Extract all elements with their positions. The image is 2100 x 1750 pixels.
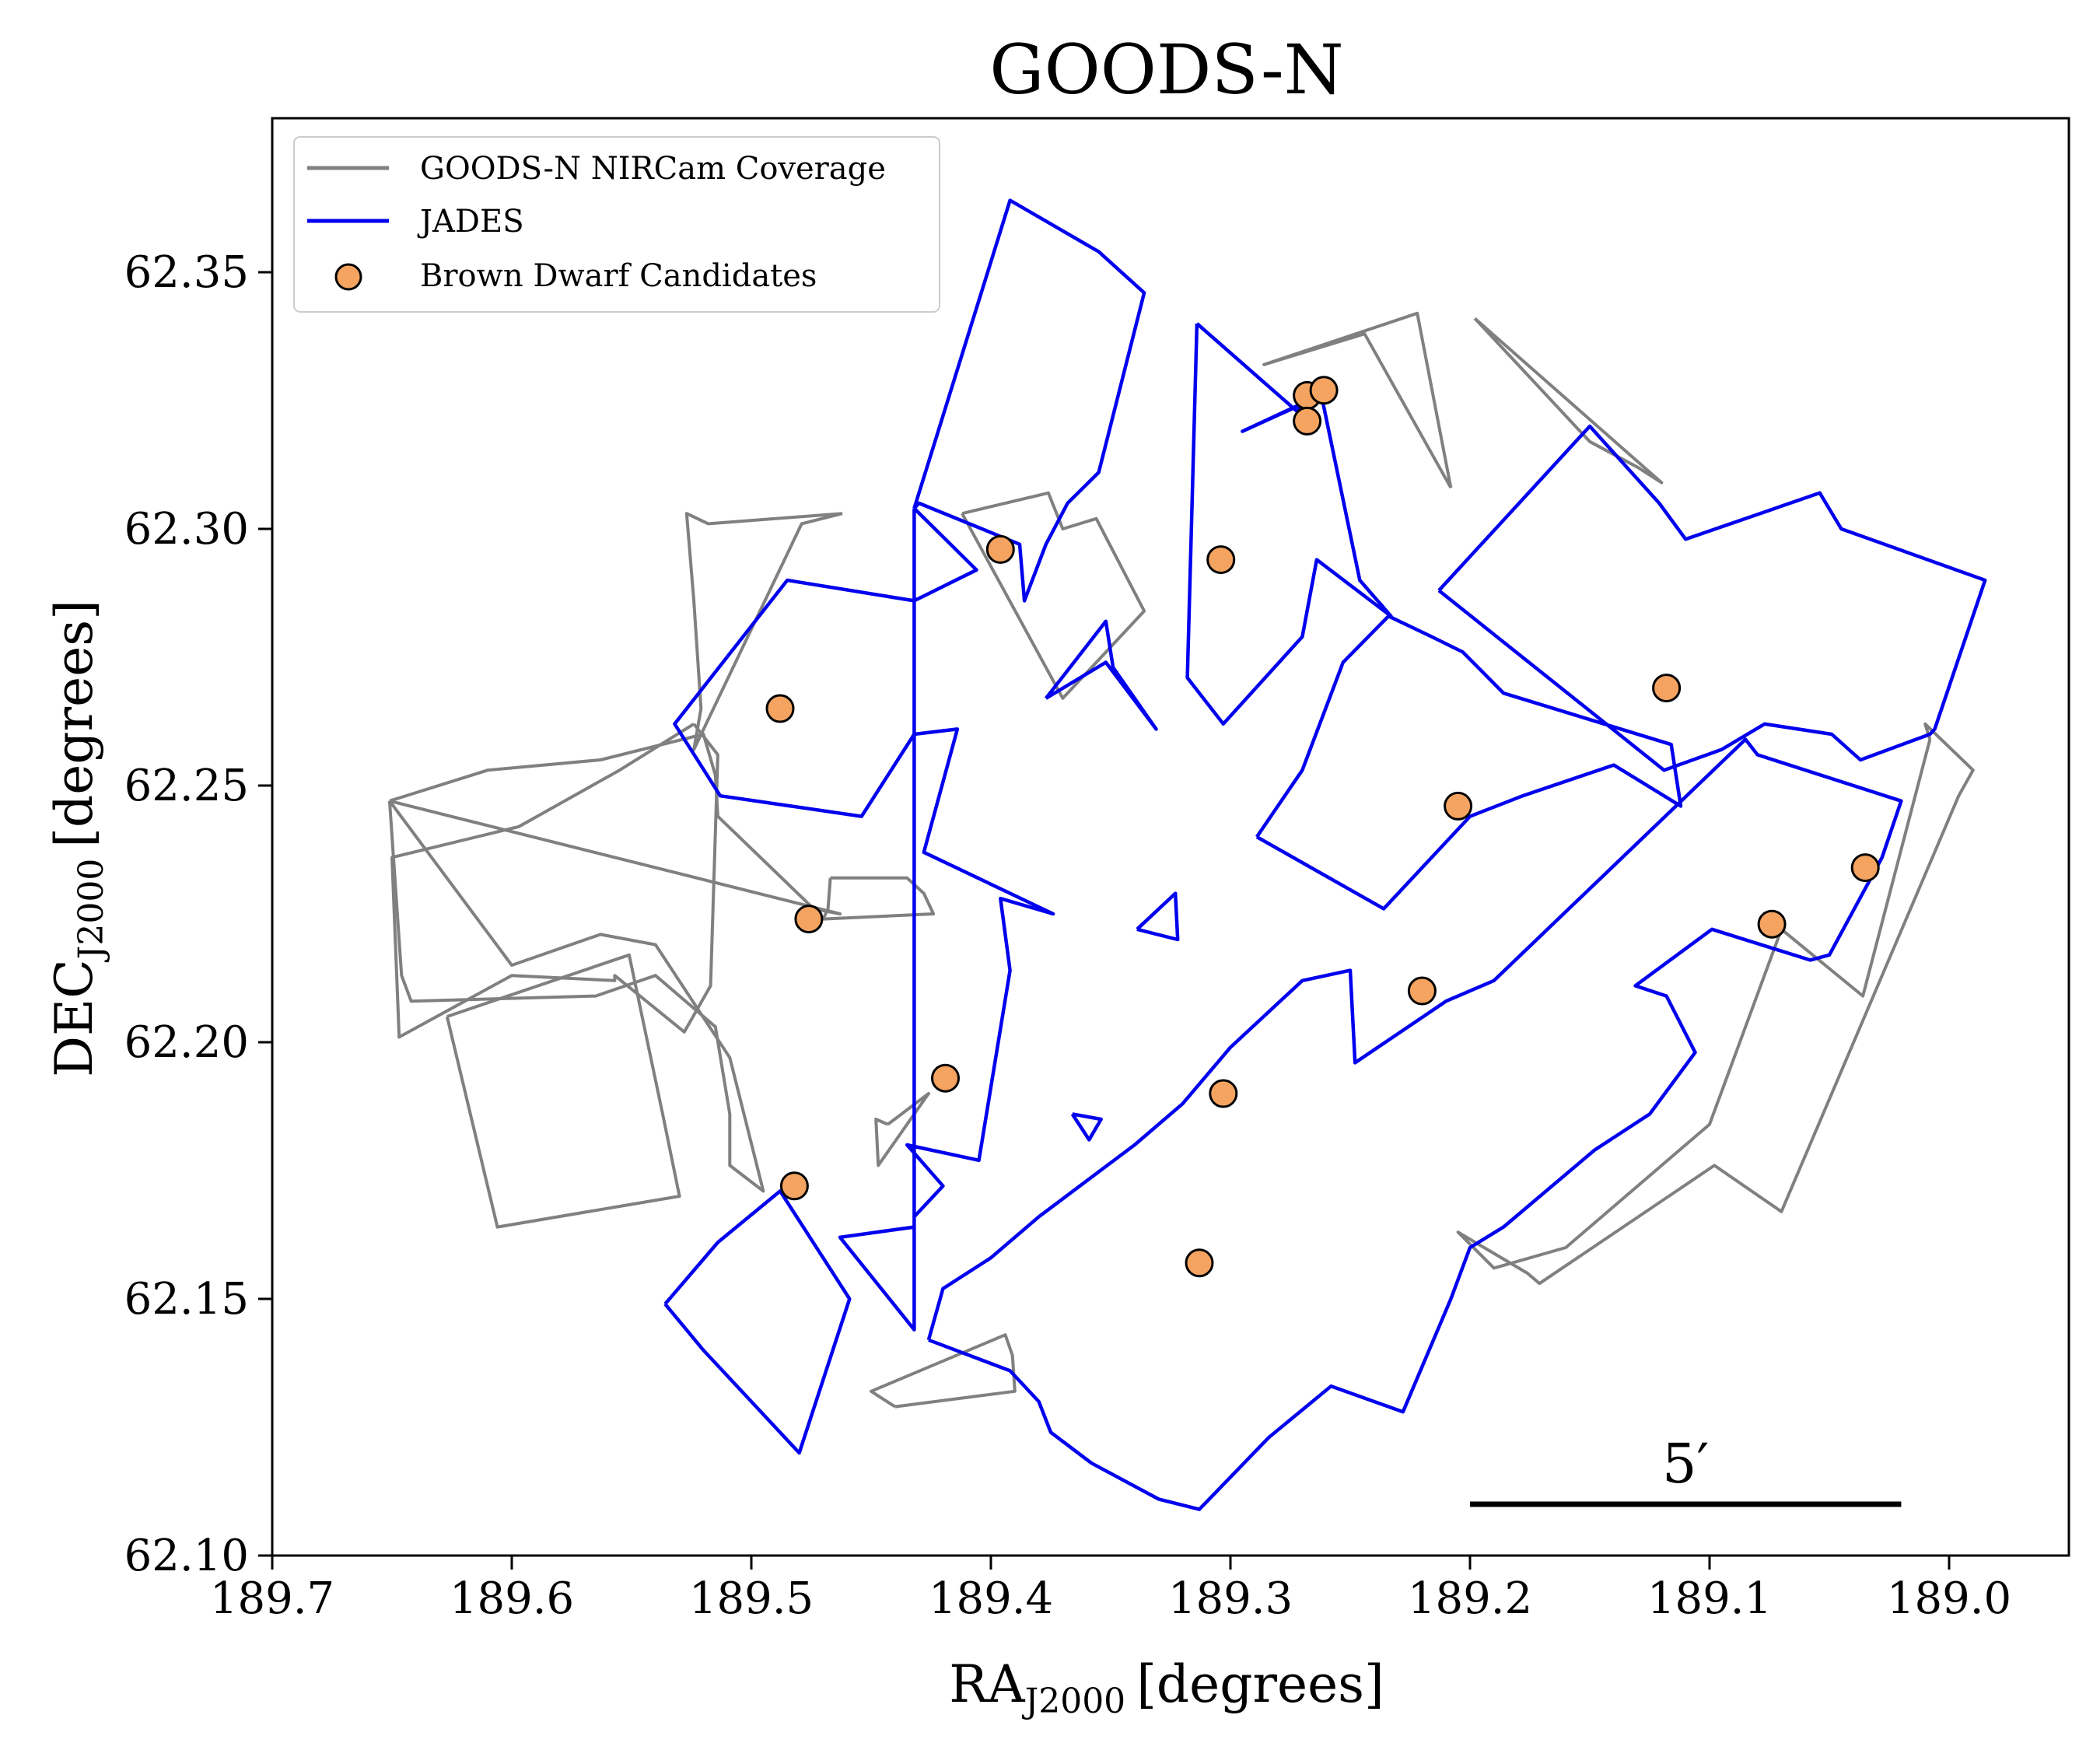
chart-title: GOODS-N [989, 30, 1343, 110]
jades-outline-10 [926, 737, 1903, 1511]
x-tick-label-3: 189.5 [689, 1573, 814, 1624]
x-tick-label-2: 189.6 [450, 1573, 574, 1624]
jades-outline-6 [1437, 424, 1987, 772]
brown-dwarf-candidate-4 [985, 534, 1015, 564]
x-tick-label-1: 189.7 [210, 1573, 334, 1624]
coverage-outline-5 [387, 800, 765, 1193]
brown-dwarf-candidate-7 [1209, 1079, 1238, 1108]
brown-dwarf-candidate-15 [1757, 909, 1787, 939]
scale-bar-label: 5′ [1662, 1432, 1709, 1496]
jades-outline-8 [1070, 1112, 1103, 1142]
legend-coverage-label: GOODS-N NIRCam Coverage [420, 151, 886, 187]
x-axis-label: RAJ2000 [degrees] [949, 1654, 1384, 1721]
x-tick-label-7: 189.1 [1647, 1573, 1772, 1624]
jades-outline-5 [1255, 614, 1683, 911]
x-tick-label-5: 189.3 [1168, 1573, 1293, 1624]
coverage-outline-12 [1456, 722, 1975, 1286]
jades-outline-2 [673, 507, 1055, 1332]
y-tick-label-3: 62.20 [124, 1017, 249, 1068]
coverage-outline-9 [870, 1333, 1017, 1409]
y-axis-label-main: DEC [44, 959, 104, 1077]
coverage-outline-6 [445, 953, 681, 1229]
y-axis-label-sub: J2000 [72, 859, 111, 963]
x-tick-label-6: 189.2 [1408, 1573, 1532, 1624]
brown-dwarf-candidate-6 [1206, 545, 1236, 575]
coverage-outline-11 [1473, 317, 1664, 485]
brown-dwarf-candidate-13 [1407, 976, 1437, 1006]
brown-dwarf-candidate-8 [1185, 1248, 1214, 1278]
y-tick-label-1: 62.10 [124, 1531, 249, 1581]
jades-outline-9 [663, 1189, 852, 1455]
brown-dwarf-candidate-10 [1309, 376, 1339, 405]
legend-candidates-marker [334, 263, 362, 291]
legend-jades-label: JADES [417, 204, 524, 240]
x-axis: 189.7 189.6 189.5 189.4 189.3 189.2 189.1 189.0 [210, 1556, 2011, 1624]
legend: GOODS-N NIRCam Coverage JADES Brown Dwar… [293, 136, 940, 313]
coverage-outline-2 [684, 512, 843, 751]
x-axis-label-sub: J2000 [1022, 1682, 1126, 1721]
brown-dwarf-candidate-3 [779, 1171, 809, 1201]
x-axis-label-main: RA [949, 1654, 1026, 1714]
legend-box [293, 136, 940, 313]
y-axis: 62.10 62.15 62.20 62.25 62.30 62.35 [124, 247, 272, 1581]
brown-dwarf-candidate-14 [1652, 674, 1682, 703]
legend-candidates-label: Brown Dwarf Candidates [420, 258, 817, 294]
plot-frame [271, 117, 2070, 1557]
brown-dwarf-candidate-1 [765, 694, 795, 723]
brown-dwarf-candidate-16 [1850, 853, 1880, 883]
brown-dwarf-candidate-2 [794, 905, 824, 934]
brown-dwarf-candidate-11 [1293, 406, 1322, 436]
jades-outline-1 [912, 198, 1146, 603]
coverage-outline-1 [961, 491, 1146, 700]
candidates-layer [765, 376, 1880, 1278]
x-axis-label-unit: [degrees] [1136, 1654, 1384, 1714]
coverage-outline-4 [389, 733, 842, 915]
y-tick-label-4: 62.25 [124, 761, 249, 811]
x-tick-label-8: 189.0 [1887, 1573, 2011, 1624]
scale-bar: 5′ [1470, 1432, 1902, 1507]
y-axis-label-unit: [degrees] [44, 600, 104, 848]
jades-outline-7 [1136, 891, 1180, 942]
y-tick-label-6: 62.35 [124, 247, 249, 298]
x-tick-label-4: 189.4 [929, 1573, 1053, 1624]
jades-layer [663, 198, 1987, 1511]
coverage-outline-10 [1262, 311, 1453, 489]
coverage-outline-7 [821, 876, 936, 921]
jades-outline-4 [1045, 619, 1158, 731]
coverage-layer [387, 311, 1975, 1409]
brown-dwarf-candidate-12 [1444, 791, 1473, 821]
y-tick-label-2: 62.15 [124, 1274, 249, 1325]
jades-outline-3 [1185, 322, 1393, 726]
y-tick-label-5: 62.30 [124, 504, 249, 555]
y-axis-label: DECJ2000 [degrees] [44, 600, 111, 1077]
brown-dwarf-candidate-5 [931, 1063, 960, 1093]
